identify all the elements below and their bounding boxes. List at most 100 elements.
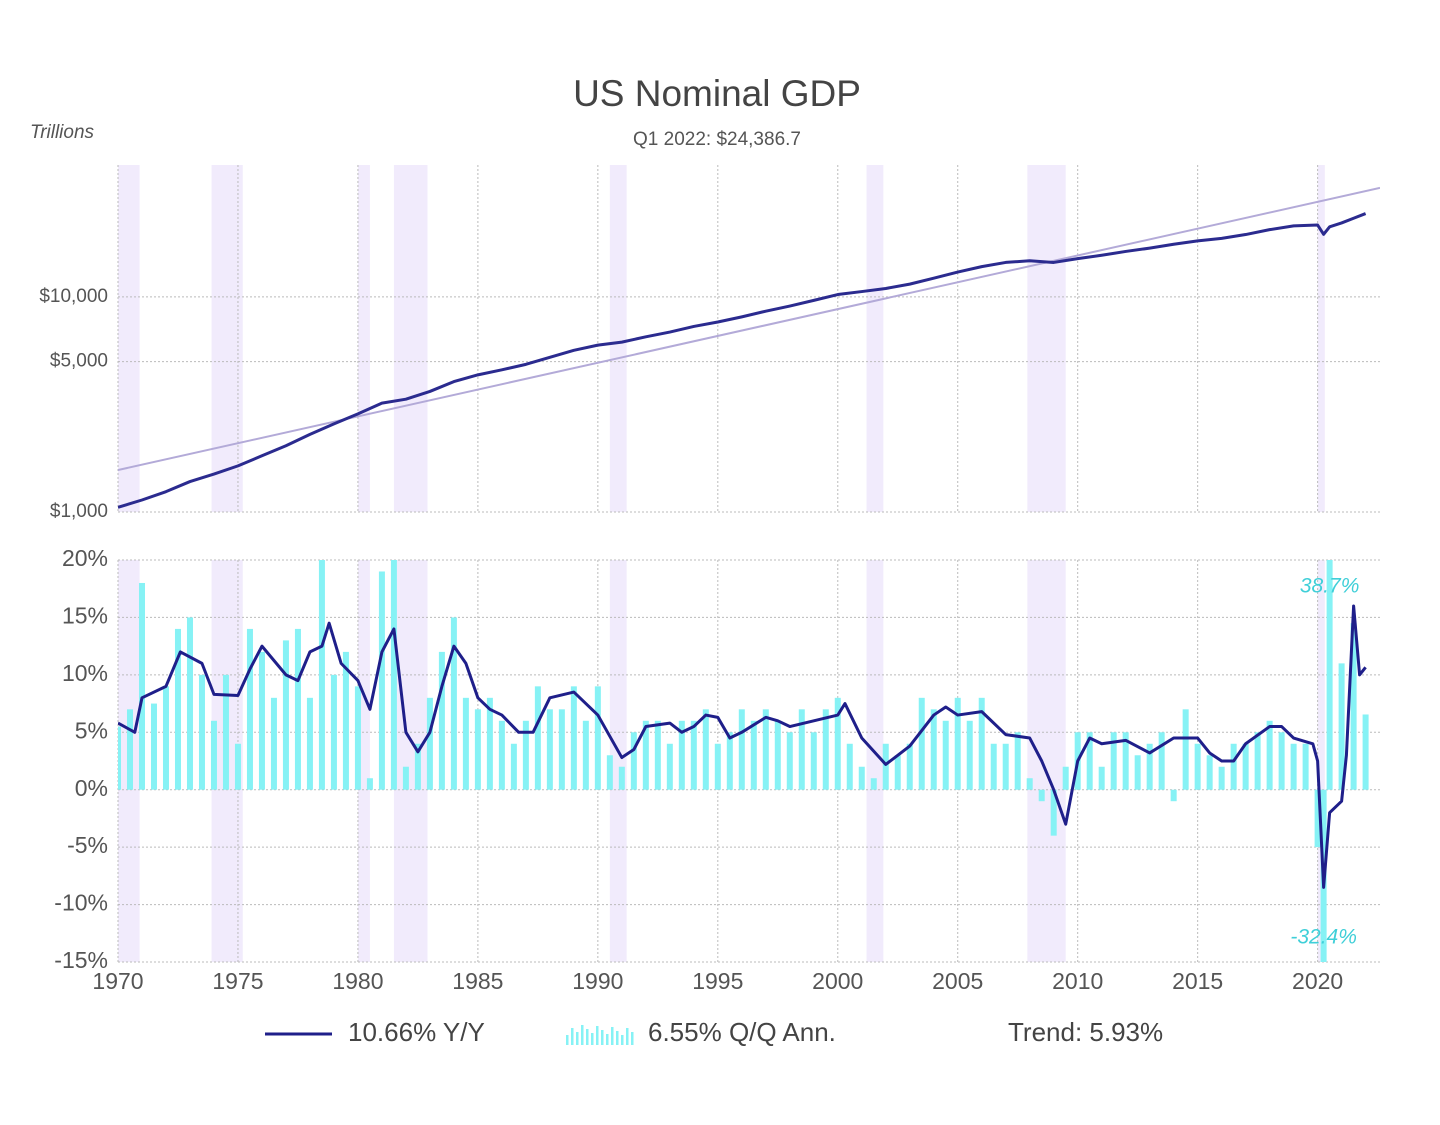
recession-band [393,560,428,962]
bar [1014,732,1021,790]
bar [1362,714,1369,790]
bar [990,743,997,790]
bar [450,617,457,790]
y-tick-label: 0% [75,775,108,801]
bar [1038,789,1045,802]
series-line [118,604,1367,889]
bar [402,766,409,790]
bar [702,709,709,790]
bar [414,743,421,790]
legend-swatch [596,1026,599,1045]
legend-label: 6.55% Q/Q Ann. [648,1017,836,1047]
series-line [118,186,1380,472]
bar [150,703,157,790]
bar [330,674,337,790]
bar [1110,732,1117,790]
bar [498,720,505,790]
bar [234,743,241,790]
bar [1230,743,1237,790]
x-tick-label: 2020 [1292,968,1343,994]
bar [318,560,325,790]
bar [342,651,349,790]
bar [390,560,397,790]
bar [906,743,913,790]
legend-swatch [581,1025,584,1045]
bar [1290,743,1297,790]
legend-swatch [576,1032,579,1045]
x-tick-label: 1970 [92,968,143,994]
bar [510,743,517,790]
bar [1350,623,1357,790]
bar [546,709,553,790]
legend-swatch [591,1033,594,1045]
bar [858,766,865,790]
bar [1158,732,1165,790]
x-tick-label: 1975 [212,968,263,994]
bar [870,778,877,790]
annotation: -32.4% [1290,926,1357,949]
bar [210,720,217,790]
legend-label: Trend: 5.93% [1008,1017,1163,1047]
bar [1302,743,1309,790]
bar [630,732,637,790]
bar [558,709,565,790]
bar [654,720,661,790]
x-tick-label: 1985 [452,968,503,994]
bar [534,686,541,790]
bar [1146,743,1153,790]
bar [198,674,205,790]
bar [1026,778,1033,790]
bar [942,720,949,790]
bar [690,720,697,790]
bar [846,743,853,790]
bar [270,697,277,790]
bar [1050,789,1057,836]
bar [1338,663,1345,790]
legend-swatch [616,1031,619,1045]
y-tick-label: 20% [62,545,108,571]
bar [966,720,973,790]
bar [954,697,961,790]
recession-band [609,165,627,512]
bar [1326,560,1333,790]
y-tick-label: 15% [62,603,108,629]
bar [426,697,433,790]
x-tick-label: 2015 [1172,968,1223,994]
bar [1254,732,1261,790]
bar [258,651,265,790]
x-tick-label: 2010 [1052,968,1103,994]
y-tick-label: -5% [67,832,108,858]
bar [810,732,817,790]
x-tick-label: 1995 [692,968,743,994]
bar [894,755,901,790]
bar [750,720,757,790]
annotation: 38.7% [1300,575,1360,598]
bar [246,628,253,790]
bar [522,720,529,790]
y-tick-label: -15% [54,947,108,973]
bar [438,651,445,790]
bar [762,709,769,790]
bar [378,571,385,790]
bar [666,743,673,790]
x-tick-label: 2000 [812,968,863,994]
bar [1266,720,1273,790]
recession-band [357,165,370,512]
chart-subtitle: Q1 2022: $24,386.7 [633,129,801,150]
bar [822,709,829,790]
x-tick-label: 2005 [932,968,983,994]
legend-swatch [571,1028,574,1045]
bar [918,697,925,790]
legend-swatch [606,1034,609,1045]
bar [354,686,361,790]
legend: 10.66% Y/Y 6.55% Q/Q Ann. Trend: 5.93% [265,1017,1163,1047]
recession-band [1027,165,1066,512]
recession-band [866,560,884,962]
series-line [118,212,1367,509]
bar [642,720,649,790]
bar [582,720,589,790]
bar [126,709,133,790]
bar [606,755,613,790]
bar [186,617,193,790]
